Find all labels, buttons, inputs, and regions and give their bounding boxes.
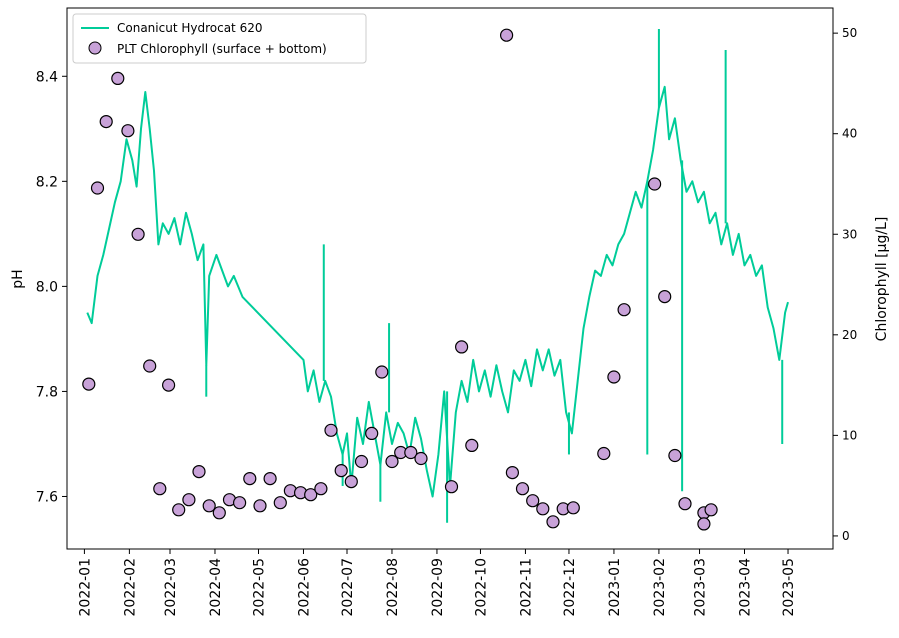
legend-frame (72, 13, 367, 64)
legend: Conanicut Hydrocat 620 PLT Chlorophyll (… (72, 13, 367, 64)
chlorophyll-point (304, 488, 318, 502)
y-right-tick-label: 10 (842, 428, 857, 442)
x-tick-label: 2022-01 (77, 558, 93, 617)
chlorophyll-point (143, 359, 157, 373)
chlorophyll-point (90, 181, 105, 195)
chlorophyll-point (354, 454, 369, 469)
x-tick-label: 2023-04 (738, 558, 754, 617)
y-right-tick-label: 50 (842, 26, 857, 40)
y-axis-left: 7.6 7.8 8.0 8.2 8.4 (36, 69, 67, 505)
chlorophyll-point (82, 377, 96, 391)
chlorophyll-point (658, 290, 672, 304)
chlorophyll-point (365, 426, 379, 440)
chlorophyll-point (617, 303, 631, 317)
chlorophyll-point (153, 482, 167, 496)
chlorophyll-point (334, 464, 348, 478)
x-tick-label: 2022-04 (208, 558, 224, 617)
x-tick-label: 2022-06 (297, 558, 313, 617)
chlorophyll-point (414, 451, 428, 466)
chlorophyll-point (99, 114, 113, 129)
chlorophyll-point (697, 517, 711, 531)
y-right-tick-label: 0 (842, 529, 850, 543)
chlorophyll-point (385, 454, 399, 469)
x-tick-label: 2022-02 (122, 558, 138, 617)
x-tick-label: 2023-03 (693, 558, 709, 617)
chlorophyll-point (243, 472, 257, 486)
chlorophyll-point (404, 445, 418, 460)
chlorophyll-point (444, 480, 459, 494)
chlorophyll-point (597, 446, 611, 461)
x-tick-label: 2022-08 (385, 558, 401, 617)
legend-label-chlorophyll: PLT Chlorophyll (surface + bottom) (117, 42, 327, 56)
chlorophyll-point (314, 482, 328, 496)
plot-frame (66, 7, 834, 550)
y-left-tick-label: 8.2 (36, 174, 58, 190)
y-left-tick-label: 8.0 (36, 279, 58, 295)
y-axis-left-title: pH (10, 269, 26, 288)
x-tick-label: 2022-09 (430, 558, 446, 617)
chlorophyll-point (172, 503, 186, 517)
chlorophyll-point (375, 365, 389, 379)
legend-marker-swatch (88, 41, 102, 55)
x-tick-label: 2022-07 (340, 558, 356, 617)
chlorophyll-point (111, 71, 125, 86)
chlorophyll-point (212, 506, 226, 520)
chlorophyll-point (515, 482, 530, 496)
chlorophyll-point (202, 499, 216, 513)
chlorophyll-point (162, 378, 176, 392)
chlorophyll-point (566, 501, 580, 515)
chlorophyll-point (500, 28, 514, 42)
y-right-tick-label: 20 (842, 328, 857, 342)
chlorophyll-point (131, 227, 145, 241)
x-tick-label: 2023-05 (781, 558, 797, 617)
ph-series-layer (86, 29, 789, 523)
chlorophyll-point (505, 466, 520, 480)
chlorophyll-point (668, 448, 682, 463)
chlorophyll-point (121, 124, 135, 138)
chlorophyll-point (324, 423, 338, 437)
chlorophyll-point (182, 493, 196, 507)
x-tick-label: 2022-03 (163, 558, 179, 617)
chlorophyll-point (704, 503, 718, 517)
legend-label-ph: Conanicut Hydrocat 620 (117, 21, 262, 35)
x-tick-label: 2022-05 (252, 558, 268, 617)
chlorophyll-point (465, 438, 479, 452)
x-tick-label: 2022-11 (518, 558, 534, 617)
y-right-tick-label: 30 (842, 227, 857, 241)
ph-series-line (86, 85, 789, 498)
x-tick-label: 2023-01 (607, 558, 623, 617)
x-tick-label: 2022-10 (474, 558, 490, 617)
y-axis-right-title: Chlorophyll [µg/L] (874, 217, 890, 342)
x-axis: 2022-01 2022-02 2022-03 2022-04 2022-05 2022-… (77, 549, 797, 617)
chlorophyll-point (678, 497, 692, 511)
chlorophyll-point (526, 494, 540, 508)
chlorophyll-point (263, 472, 277, 486)
chlorophyll-series-layer (82, 28, 718, 531)
x-tick-label: 2023-02 (652, 558, 668, 617)
chlorophyll-point (233, 496, 247, 510)
chlorophyll-point (192, 465, 206, 479)
chlorophyll-point (607, 370, 621, 384)
chlorophyll-point (647, 177, 662, 191)
chlorophyll-point (273, 496, 287, 510)
chlorophyll-point (344, 475, 358, 489)
x-tick-label: 2022-12 (562, 558, 578, 617)
y-right-tick-label: 40 (842, 127, 857, 141)
chlorophyll-point (455, 340, 469, 354)
chlorophyll-point (546, 515, 560, 529)
chlorophyll-point (536, 502, 550, 516)
y-left-tick-label: 7.6 (36, 489, 58, 505)
y-axis-right: 0 10 20 30 40 50 (833, 26, 857, 543)
y-left-tick-label: 8.4 (36, 69, 58, 85)
chlorophyll-point (253, 499, 267, 513)
y-left-tick-label: 7.8 (36, 384, 58, 400)
